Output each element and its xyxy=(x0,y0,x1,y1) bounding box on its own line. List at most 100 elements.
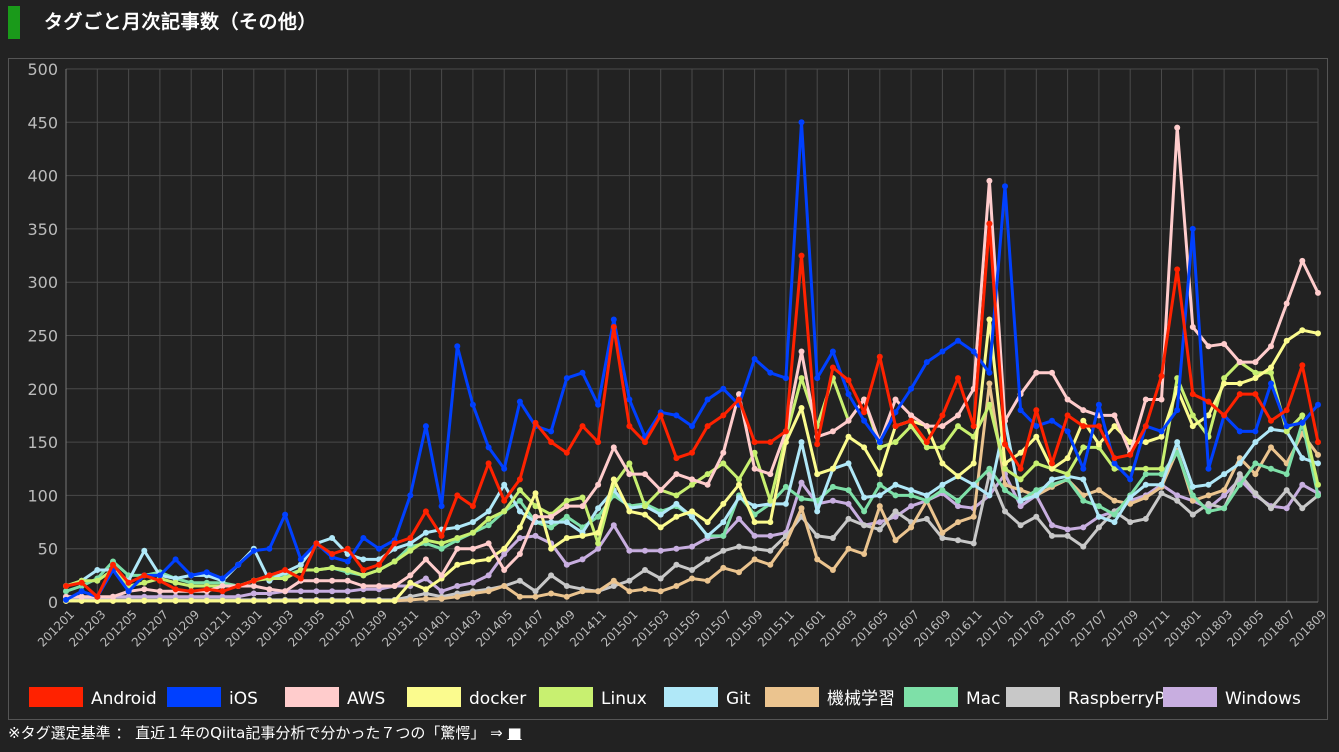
data-point xyxy=(563,375,570,382)
y-tick-label: 450 xyxy=(27,113,58,132)
data-point xyxy=(626,508,633,515)
data-point xyxy=(1174,497,1181,504)
data-point xyxy=(579,532,586,539)
data-point xyxy=(1080,524,1087,531)
data-point xyxy=(78,588,85,595)
data-point xyxy=(141,597,148,604)
legend-swatch xyxy=(407,687,461,707)
data-point xyxy=(1315,289,1321,296)
data-point xyxy=(673,412,680,419)
data-point xyxy=(250,583,257,589)
data-point xyxy=(798,348,805,355)
data-point xyxy=(782,540,789,547)
legend-item: Mac xyxy=(904,687,1000,709)
data-point xyxy=(626,460,633,467)
data-point xyxy=(235,561,242,568)
legend-item: RaspberryPi xyxy=(1006,687,1169,709)
data-point xyxy=(548,519,555,526)
data-point xyxy=(125,597,132,604)
data-point xyxy=(736,476,742,483)
data-point xyxy=(78,579,85,586)
data-point xyxy=(767,497,774,504)
data-point xyxy=(1064,532,1071,539)
data-point xyxy=(626,588,633,595)
data-point xyxy=(1236,460,1243,467)
data-point xyxy=(391,558,398,565)
data-point xyxy=(282,567,289,573)
data-point xyxy=(1189,423,1196,430)
legend-swatch xyxy=(765,687,819,707)
data-point xyxy=(422,595,429,602)
data-point xyxy=(469,401,476,408)
data-point xyxy=(501,545,508,552)
data-point xyxy=(579,503,586,510)
data-point xyxy=(782,439,789,446)
data-point xyxy=(986,492,993,499)
data-point xyxy=(986,177,993,184)
data-point xyxy=(1095,441,1102,448)
data-point xyxy=(892,423,899,430)
data-point xyxy=(156,588,163,595)
data-point xyxy=(1049,465,1055,472)
data-point xyxy=(798,405,805,411)
legend-item: Git xyxy=(664,687,751,709)
data-point xyxy=(1080,417,1087,424)
data-point xyxy=(1283,505,1290,512)
data-point xyxy=(814,556,821,563)
data-point xyxy=(861,417,868,424)
data-point xyxy=(1299,327,1306,334)
data-point xyxy=(438,588,445,595)
data-point xyxy=(1283,487,1290,494)
chart-legend: Android iOS AWS docker Linux Git 機械学習 Mac Raspbe… xyxy=(29,687,1301,709)
data-point xyxy=(1064,396,1071,403)
data-point xyxy=(626,423,633,430)
data-point xyxy=(1283,300,1290,307)
data-point xyxy=(1049,460,1055,467)
data-point xyxy=(344,588,351,595)
footer-note: ※タグ選定基準 ： 直近１年のQiita記事分析で分かった７つの「驚愕」 ⇒ ■ xyxy=(8,722,522,743)
y-tick-label: 350 xyxy=(27,220,58,239)
data-point xyxy=(876,526,883,533)
data-point xyxy=(1158,465,1165,472)
data-point xyxy=(970,481,977,488)
data-point xyxy=(516,508,523,515)
data-point xyxy=(1017,476,1024,483)
data-point xyxy=(1205,343,1212,350)
data-point xyxy=(798,375,805,382)
data-point xyxy=(1111,519,1118,526)
data-point xyxy=(1221,471,1228,478)
data-point xyxy=(548,572,555,579)
data-point xyxy=(1299,419,1306,426)
data-point xyxy=(1174,124,1181,131)
data-point xyxy=(939,412,946,419)
data-point xyxy=(407,596,414,603)
data-point xyxy=(1252,460,1259,467)
data-point xyxy=(1095,503,1102,510)
data-point xyxy=(454,593,461,600)
footer-link[interactable]: ■ xyxy=(507,724,522,742)
data-point xyxy=(720,460,727,467)
data-point xyxy=(908,524,915,531)
data-point xyxy=(1268,369,1274,376)
data-point xyxy=(595,439,602,446)
data-point xyxy=(266,590,273,597)
data-point xyxy=(422,590,429,597)
data-point xyxy=(1033,460,1040,467)
data-point xyxy=(751,356,758,362)
data-point xyxy=(1142,465,1149,472)
y-tick-label: 400 xyxy=(27,167,58,186)
data-point xyxy=(829,465,836,472)
data-point xyxy=(94,593,101,600)
data-point xyxy=(1189,412,1196,419)
data-point xyxy=(970,540,977,547)
data-point xyxy=(595,540,602,547)
data-point xyxy=(939,348,946,355)
y-tick-label: 200 xyxy=(27,380,58,399)
data-point xyxy=(172,556,179,563)
data-point xyxy=(1174,449,1181,456)
data-point xyxy=(469,503,476,510)
data-point xyxy=(1221,492,1228,499)
data-point xyxy=(1205,481,1212,488)
data-point xyxy=(970,460,977,467)
legend-swatch xyxy=(539,687,593,707)
